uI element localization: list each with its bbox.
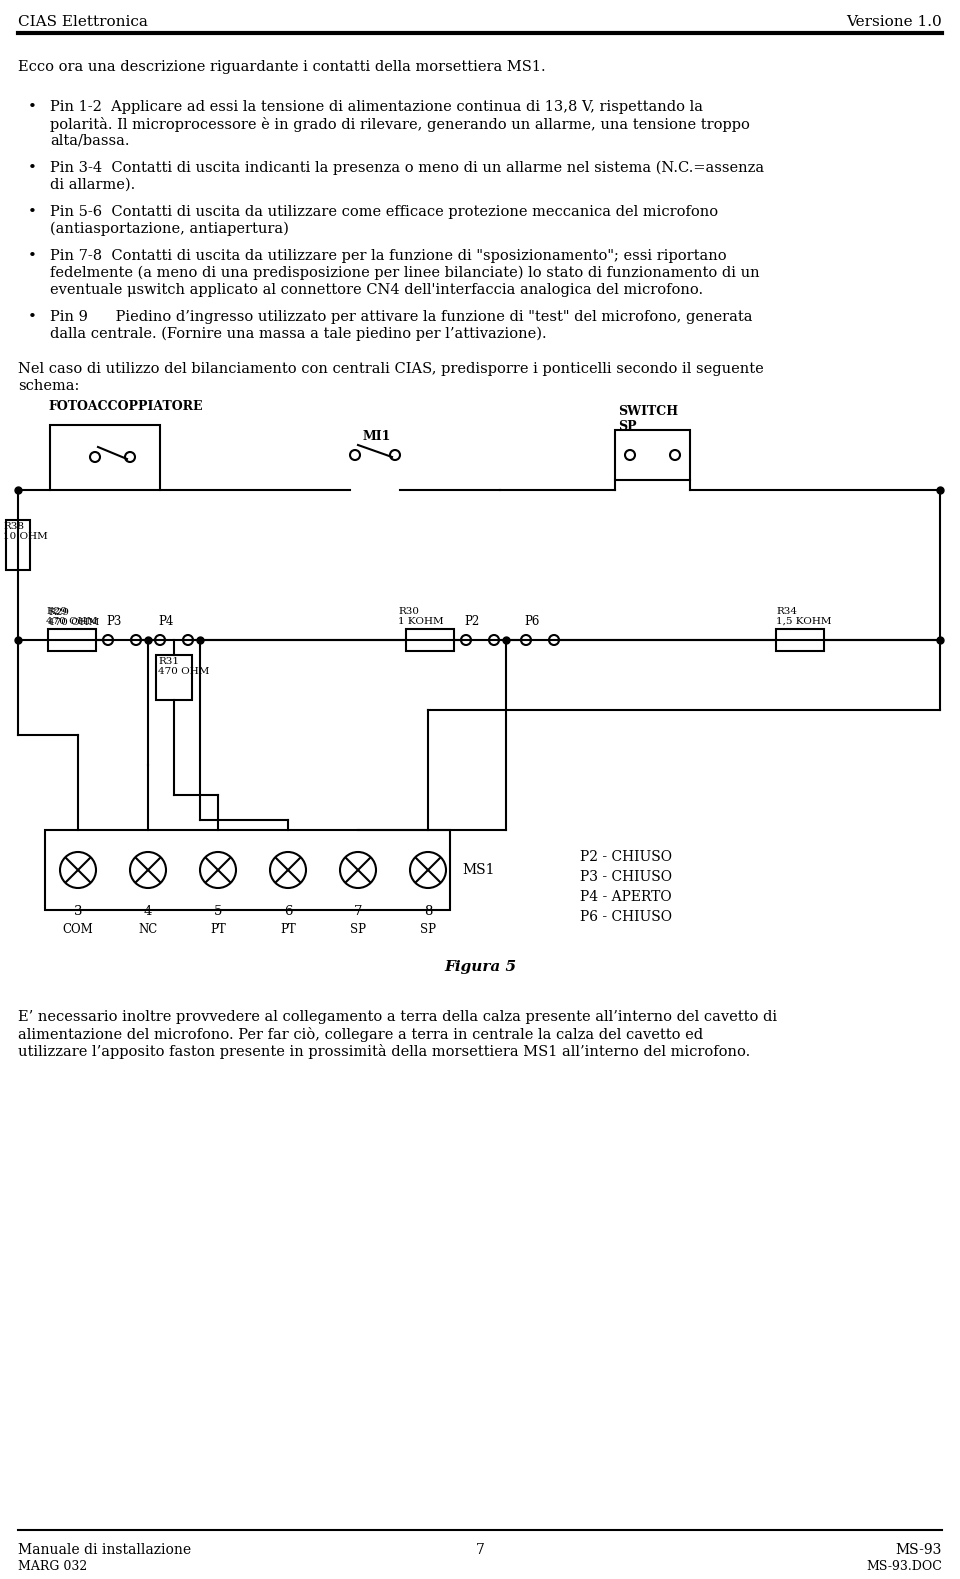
Text: Manuale di installazione: Manuale di installazione	[18, 1543, 191, 1557]
Text: Pin 7-8  Contatti di uscita da utilizzare per la funzione di "sposizionamento"; : Pin 7-8 Contatti di uscita da utilizzare…	[50, 249, 727, 264]
Text: Nel caso di utilizzo del bilanciamento con centrali CIAS, predisporre i ponticel: Nel caso di utilizzo del bilanciamento c…	[18, 362, 764, 376]
Text: Pin 5-6  Contatti di uscita da utilizzare come efficace protezione meccanica del: Pin 5-6 Contatti di uscita da utilizzare…	[50, 205, 718, 219]
Text: alimentazione del microfono. Per far ciò, collegare a terra in centrale la calza: alimentazione del microfono. Per far ciò…	[18, 1026, 703, 1042]
Text: eventuale μswitch applicato al connettore CN4 dell'interfaccia analogica del mic: eventuale μswitch applicato al connettor…	[50, 283, 703, 297]
Text: COM: COM	[62, 924, 93, 936]
Text: MI1: MI1	[363, 429, 392, 444]
Text: 7: 7	[353, 905, 362, 917]
Text: P6: P6	[524, 614, 540, 628]
Text: Pin 9      Piedino d’ingresso utilizzato per attivare la funzione di "test" del : Pin 9 Piedino d’ingresso utilizzato per …	[50, 309, 753, 324]
Bar	[48, 628, 96, 651]
Text: Versione 1.0: Versione 1.0	[847, 14, 942, 28]
Text: R30
1 KOHM: R30 1 KOHM	[398, 606, 444, 625]
Text: •: •	[28, 249, 36, 264]
Text: MS-93.DOC: MS-93.DOC	[866, 1560, 942, 1573]
Bar	[615, 429, 690, 480]
Text: Pin 1-2  Applicare ad essi la tensione di alimentazione continua di 13,8 V, risp: Pin 1-2 Applicare ad essi la tensione di…	[50, 99, 703, 114]
Text: R29
470 OHM: R29 470 OHM	[46, 606, 97, 625]
Text: Pin 3-4  Contatti di uscita indicanti la presenza o meno di un allarme nel siste: Pin 3-4 Contatti di uscita indicanti la …	[50, 161, 764, 175]
Text: Ecco ora una descrizione riguardante i contatti della morsettiera MS1.: Ecco ora una descrizione riguardante i c…	[18, 60, 545, 74]
Text: 4: 4	[144, 905, 153, 917]
Text: •: •	[28, 161, 36, 175]
Text: •: •	[28, 99, 36, 114]
Text: SWITCH
SP: SWITCH SP	[618, 404, 678, 433]
Bar	[406, 628, 454, 651]
Text: FOTOACCOPPIATORE: FOTOACCOPPIATORE	[48, 399, 203, 414]
Bar	[776, 628, 824, 651]
Text: MS-93: MS-93	[896, 1543, 942, 1557]
Bar	[6, 519, 30, 570]
Text: P4 - APERTO: P4 - APERTO	[580, 891, 672, 905]
Text: R29
470 OHM: R29 470 OHM	[48, 608, 100, 627]
Text: P2 - CHIUSO: P2 - CHIUSO	[580, 850, 672, 864]
Bar	[45, 831, 450, 910]
Text: fedelmente (a meno di una predisposizione per linee bilanciate) lo stato di funz: fedelmente (a meno di una predisposizion…	[50, 265, 759, 281]
Text: •: •	[28, 309, 36, 324]
Text: 6: 6	[284, 905, 292, 917]
Text: dalla centrale. (Fornire una massa a tale piedino per l’attivazione).: dalla centrale. (Fornire una massa a tal…	[50, 327, 546, 341]
Text: CIAS Elettronica: CIAS Elettronica	[18, 14, 148, 28]
Text: •: •	[28, 205, 36, 219]
Text: R38
10 OHM: R38 10 OHM	[3, 523, 48, 542]
Text: schema:: schema:	[18, 379, 80, 393]
Text: P6 - CHIUSO: P6 - CHIUSO	[580, 910, 672, 924]
Text: 5: 5	[214, 905, 222, 917]
Text: E’ necessario inoltre provvedere al collegamento a terra della calza presente al: E’ necessario inoltre provvedere al coll…	[18, 1011, 778, 1025]
Text: (antiasportazione, antiapertura): (antiasportazione, antiapertura)	[50, 223, 289, 237]
Text: P4: P4	[158, 614, 174, 628]
Text: NC: NC	[138, 924, 157, 936]
Text: PT: PT	[280, 924, 296, 936]
Bar	[156, 655, 192, 699]
Text: R34
1,5 KOHM: R34 1,5 KOHM	[776, 606, 831, 625]
Text: alta/bassa.: alta/bassa.	[50, 134, 130, 148]
Text: SP: SP	[350, 924, 366, 936]
Bar	[50, 425, 160, 489]
Text: utilizzare l’apposito faston presente in prossimità della morsettiera MS1 all’in: utilizzare l’apposito faston presente in…	[18, 1044, 751, 1060]
Text: P2: P2	[464, 614, 479, 628]
Text: MS1: MS1	[462, 864, 494, 876]
Text: di allarme).: di allarme).	[50, 178, 135, 193]
Text: 3: 3	[74, 905, 83, 917]
Text: SP: SP	[420, 924, 436, 936]
Text: PT: PT	[210, 924, 226, 936]
Text: 8: 8	[423, 905, 432, 917]
Text: polarità. Il microprocessore è in grado di rilevare, generando un allarme, una t: polarità. Il microprocessore è in grado …	[50, 117, 750, 133]
Text: 7: 7	[475, 1543, 485, 1557]
Text: Figura 5: Figura 5	[444, 960, 516, 974]
Text: P3: P3	[106, 614, 121, 628]
Text: MARG 032: MARG 032	[18, 1560, 87, 1573]
Text: R31
470 OHM: R31 470 OHM	[158, 657, 209, 676]
Text: P3 - CHIUSO: P3 - CHIUSO	[580, 870, 672, 884]
